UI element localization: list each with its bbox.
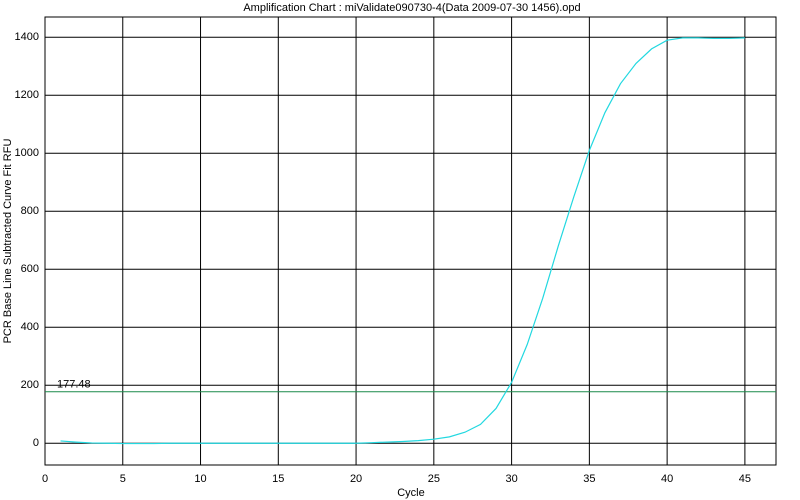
x-tick-label: 25 xyxy=(428,473,440,485)
y-tick-label: 1000 xyxy=(15,147,39,159)
y-tick-label: 800 xyxy=(21,205,39,217)
x-tick-label: 5 xyxy=(120,473,126,485)
x-axis-label: Cycle xyxy=(397,487,425,499)
y-tick-label: 0 xyxy=(33,437,39,449)
y-tick-label: 1400 xyxy=(15,31,39,43)
plot-area xyxy=(44,16,777,466)
x-tick-label: 30 xyxy=(505,473,517,485)
x-tick-label: 45 xyxy=(739,473,751,485)
x-tick-label: 10 xyxy=(194,473,206,485)
y-tick-label: 200 xyxy=(21,379,39,391)
y-tick-label: 400 xyxy=(21,321,39,333)
x-tick-label: 40 xyxy=(661,473,673,485)
curve xyxy=(60,37,745,445)
y-axis-label: PCR Base Line Subtracted Curve Fit RFU xyxy=(2,139,14,344)
y-tick-label: 1200 xyxy=(15,89,39,101)
x-tick-label: 20 xyxy=(350,473,362,485)
x-tick-label: 15 xyxy=(272,473,284,485)
threshold-label: 177.48 xyxy=(57,379,91,391)
x-tick-label: 35 xyxy=(583,473,595,485)
y-tick-label: 600 xyxy=(21,263,39,275)
chart-title: Amplification Chart : miValidate090730-4… xyxy=(243,2,580,14)
x-tick-label: 0 xyxy=(42,473,48,485)
